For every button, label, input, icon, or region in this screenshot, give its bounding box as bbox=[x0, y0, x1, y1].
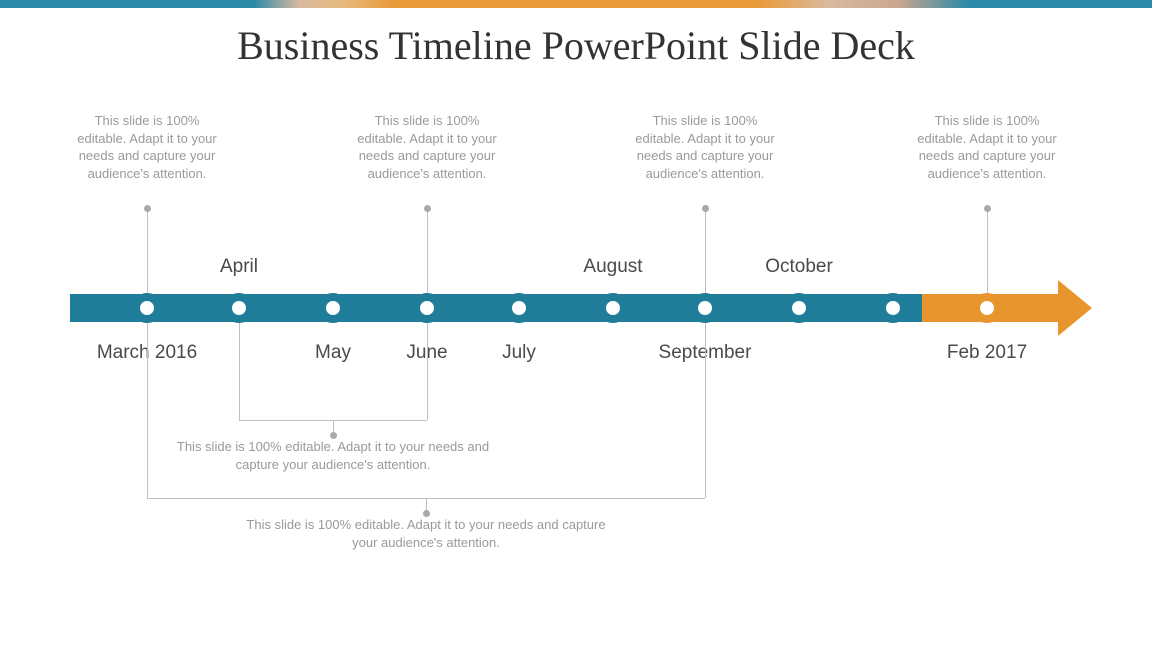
timeline-desc: This slide is 100% editable. Adapt it to… bbox=[246, 516, 606, 551]
timeline-node bbox=[224, 293, 254, 323]
timeline-node bbox=[598, 293, 628, 323]
timeline-desc: This slide is 100% editable. Adapt it to… bbox=[163, 438, 503, 473]
connector-line bbox=[987, 208, 988, 293]
timeline-desc: This slide is 100% editable. Adapt it to… bbox=[917, 112, 1057, 182]
timeline-label: Feb 2017 bbox=[917, 342, 1057, 364]
connector-line bbox=[427, 208, 428, 293]
timeline-node bbox=[972, 293, 1002, 323]
timeline-label: October bbox=[729, 256, 869, 278]
timeline-label: July bbox=[449, 342, 589, 364]
timeline-node bbox=[878, 293, 908, 323]
connector-line bbox=[705, 208, 706, 293]
connector-dot-icon bbox=[144, 205, 151, 212]
connector-line bbox=[239, 323, 240, 420]
timeline-canvas: March 2016This slide is 100% editable. A… bbox=[0, 0, 1152, 648]
connector-line bbox=[147, 208, 148, 293]
timeline-label: August bbox=[543, 256, 683, 278]
timeline-node bbox=[504, 293, 534, 323]
connector-dot-icon bbox=[984, 205, 991, 212]
timeline-node bbox=[132, 293, 162, 323]
timeline-arrow-icon bbox=[1058, 280, 1092, 336]
connector-line bbox=[147, 323, 148, 498]
timeline-node bbox=[412, 293, 442, 323]
timeline-label: April bbox=[169, 256, 309, 278]
connector-line bbox=[705, 323, 706, 498]
timeline-node bbox=[784, 293, 814, 323]
timeline-node bbox=[690, 293, 720, 323]
connector-line bbox=[427, 323, 428, 420]
timeline-desc: This slide is 100% editable. Adapt it to… bbox=[77, 112, 217, 182]
timeline-desc: This slide is 100% editable. Adapt it to… bbox=[635, 112, 775, 182]
connector-dot-icon bbox=[702, 205, 709, 212]
connector-dot-icon bbox=[424, 205, 431, 212]
timeline-node bbox=[318, 293, 348, 323]
timeline-desc: This slide is 100% editable. Adapt it to… bbox=[357, 112, 497, 182]
